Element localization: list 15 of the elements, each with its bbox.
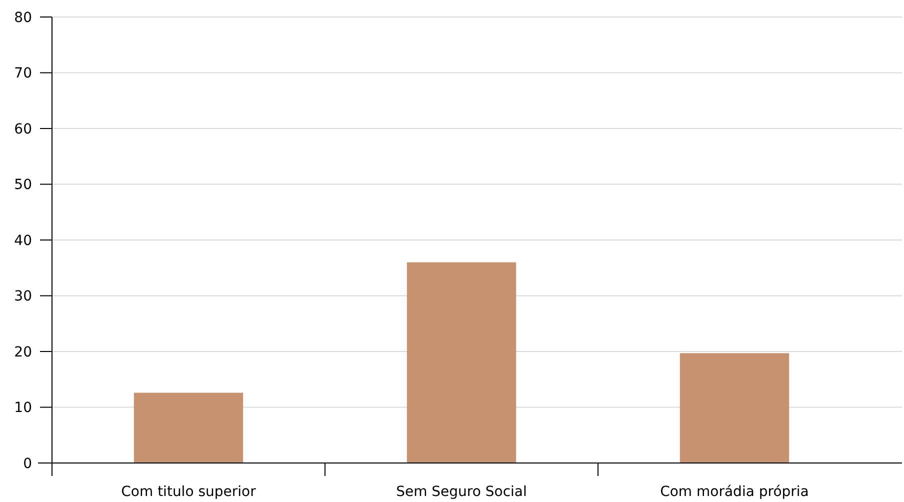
x-tick-label: Sem Seguro Social — [396, 484, 527, 500]
y-tick-label: 70 — [14, 66, 32, 82]
bar — [134, 392, 244, 463]
y-tick-label: 30 — [14, 288, 32, 305]
bar — [406, 262, 516, 463]
y-tick-label: 60 — [14, 121, 32, 138]
y-tick-label: 10 — [14, 400, 32, 416]
x-tick-label: Com morádia própria — [660, 484, 809, 500]
bar — [680, 353, 790, 463]
y-tick-label: 50 — [14, 177, 32, 194]
y-tick-label: 80 — [14, 10, 32, 26]
x-tick-label: Com titulo superior — [121, 484, 256, 500]
y-tick-label: 0 — [23, 456, 32, 472]
y-tick-label: 20 — [14, 344, 32, 360]
y-tick-label: 40 — [14, 232, 32, 249]
